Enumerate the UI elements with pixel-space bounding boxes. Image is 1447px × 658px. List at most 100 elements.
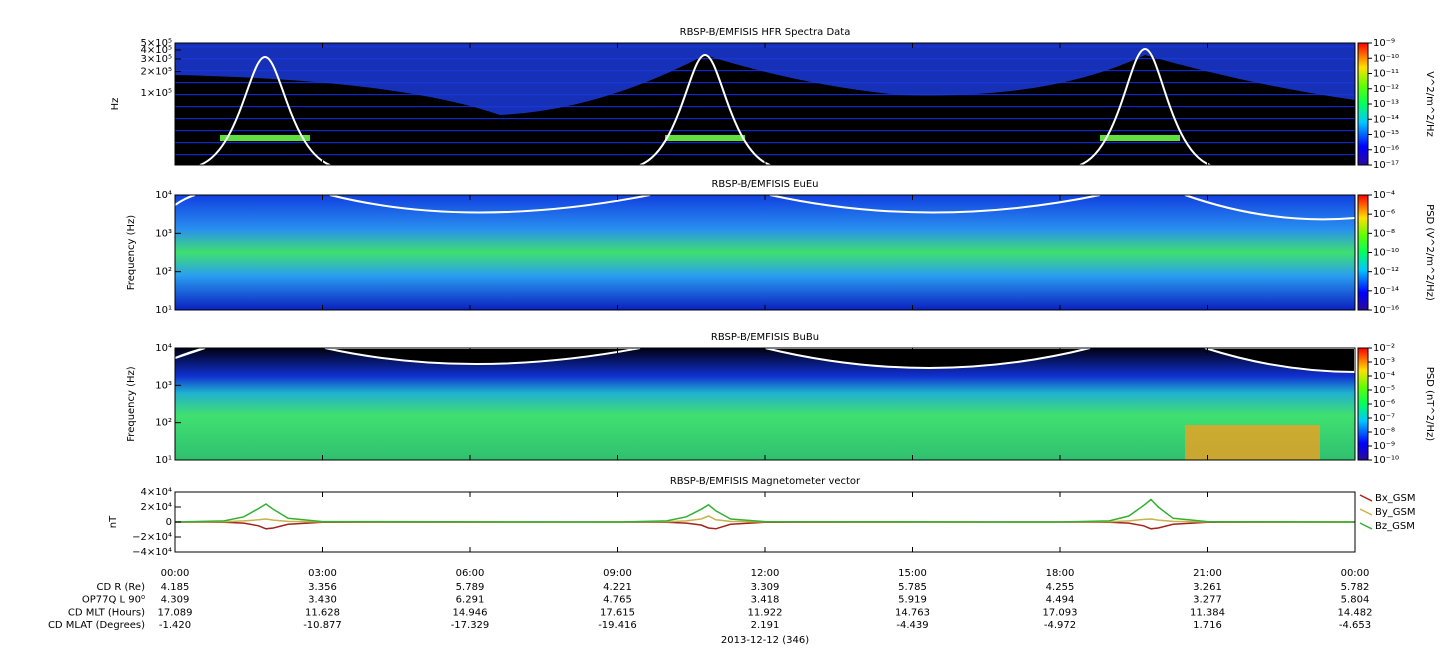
ephemeris-value: -4.439 — [896, 620, 928, 631]
y-tick-label: 10¹ — [155, 305, 172, 316]
y-tick-label: 2×10⁵ — [141, 67, 172, 78]
ephemeris-value: 6.291 — [456, 595, 485, 606]
colorbar-tick-label: 10⁻⁵ — [1373, 385, 1395, 396]
y-axis-label: Hz — [110, 98, 121, 111]
y-tick-label: 4×10⁴ — [141, 487, 172, 498]
ephemeris-label: CD MLT (Hours) — [68, 607, 145, 618]
ephemeris-value: 5.789 — [456, 582, 485, 593]
y-tick-label: 2×10⁴ — [141, 502, 172, 513]
ephemeris-value: 3.356 — [308, 582, 337, 593]
x-tick-label: 21:00 — [1193, 568, 1222, 579]
colorbar-label: PSD (V^2/m^2/Hz) — [1424, 204, 1435, 301]
colorbar-tick-label: 10⁻¹² — [1373, 84, 1399, 95]
y-axis-label: Frequency (Hz) — [126, 366, 137, 442]
x-tick-label: 06:00 — [456, 568, 485, 579]
colorbar-tick-label: 10⁻² — [1373, 343, 1395, 354]
ephemeris-value: 4.221 — [603, 582, 632, 593]
x-tick-label: 00:00 — [1341, 568, 1370, 579]
ephemeris-value: 1.716 — [1193, 620, 1222, 631]
ephemeris-value: 3.430 — [308, 595, 337, 606]
colorbar-tick-label: 10⁻⁶ — [1373, 209, 1395, 220]
ephemeris-value: 3.261 — [1193, 582, 1222, 593]
colorbar-tick-label: 10⁻¹⁵ — [1373, 130, 1399, 141]
ephemeris-value: 17.089 — [158, 607, 193, 618]
ephemeris-label: CD MLAT (Degrees) — [48, 620, 145, 631]
y-tick-label: 5×10⁵ — [141, 38, 172, 49]
y-axis-label: nT — [108, 515, 119, 528]
ephemeris-value: 17.615 — [600, 607, 635, 618]
colorbar-tick-label: 10⁻⁸ — [1373, 427, 1395, 438]
colorbar-tick-label: 10⁻¹³ — [1373, 99, 1399, 110]
colorbar-label: V^2/m^2/Hz — [1424, 71, 1435, 137]
ephemeris-value: 4.494 — [1046, 595, 1075, 606]
y-tick-label: 10² — [155, 418, 172, 429]
y-tick-label: 10⁴ — [155, 343, 172, 354]
data-line — [174, 515, 1356, 523]
colorbar-tick-label: 10⁻¹² — [1373, 267, 1399, 278]
y-tick-label: 1×10⁵ — [141, 88, 172, 99]
y-tick-label: 10⁴ — [155, 190, 172, 201]
x-tick-label: 18:00 — [1046, 568, 1075, 579]
ephemeris-value: 14.946 — [453, 607, 488, 618]
legend-swatch — [1359, 508, 1373, 516]
ephemeris-value: 14.763 — [895, 607, 930, 618]
y-tick-label: 10³ — [155, 380, 172, 391]
colorbar-tick-label: 10⁻¹⁶ — [1373, 305, 1399, 316]
ephemeris-value: 5.919 — [898, 595, 927, 606]
ephemeris-value: 3.418 — [751, 595, 780, 606]
ephemeris-value: 2.191 — [751, 620, 780, 631]
colorbar-tick-label: 10⁻¹¹ — [1373, 69, 1399, 80]
y-tick-label: 4×10⁵ — [141, 45, 172, 56]
ephemeris-value: -19.416 — [598, 620, 637, 631]
colorbar-tick-label: 10⁻¹⁰ — [1373, 53, 1399, 64]
ephemeris-value: 3.309 — [751, 582, 780, 593]
data-line — [174, 498, 1356, 523]
ephemeris-value: 4.185 — [161, 582, 190, 593]
ephemeris-value: 11.384 — [1190, 607, 1225, 618]
legend-label: Bz_GSM — [1375, 521, 1415, 532]
colorbar-tick-label: 10⁻¹⁶ — [1373, 145, 1399, 156]
x-tick-label: 00:00 — [161, 568, 190, 579]
colorbar-tick-label: 10⁻⁸ — [1373, 228, 1395, 239]
ephemeris-value: 4.765 — [603, 595, 632, 606]
x-tick-label: 09:00 — [603, 568, 632, 579]
colorbar — [1357, 194, 1369, 311]
colorbar-tick-label: 10⁻⁹ — [1373, 38, 1395, 49]
y-tick-label: 0 — [166, 517, 172, 528]
legend-swatch — [1359, 494, 1373, 502]
y-axis-label: Frequency (Hz) — [126, 215, 137, 291]
ephemeris-value: 5.785 — [898, 582, 927, 593]
y-tick-label: −2×10⁴ — [132, 532, 172, 543]
data-line — [174, 521, 1356, 530]
y-tick-label: 10² — [155, 267, 172, 278]
panel-title: RBSP-B/EMFISIS EuEu — [711, 179, 818, 190]
colorbar-tick-label: 10⁻¹⁰ — [1373, 248, 1399, 259]
legend-swatch — [1359, 522, 1373, 530]
x-tick-label: 15:00 — [898, 568, 927, 579]
ephemeris-value: 4.255 — [1046, 582, 1075, 593]
colorbar-label: PSD (nT^2/Hz) — [1424, 367, 1435, 441]
ephemeris-value: -17.329 — [451, 620, 490, 631]
panel-title: RBSP-B/EMFISIS Magnetometer vector — [670, 476, 861, 487]
colorbar-tick-label: 10⁻¹⁷ — [1373, 160, 1399, 171]
colorbar-tick-label: 10⁻¹⁴ — [1373, 286, 1399, 297]
ephemeris-value: 3.277 — [1193, 595, 1222, 606]
colorbar-tick-label: 10⁻¹⁰ — [1373, 455, 1399, 466]
ephemeris-value: 5.782 — [1341, 582, 1370, 593]
ephemeris-value: 4.309 — [161, 595, 190, 606]
spectrogram-imagery — [174, 43, 1356, 460]
y-tick-label: 3×10⁵ — [141, 54, 172, 65]
colorbar — [1357, 347, 1369, 461]
y-tick-label: −4×10⁴ — [132, 547, 172, 558]
ephemeris-value: -1.420 — [159, 620, 191, 631]
date-label: 2013-12-12 (346) — [721, 635, 809, 646]
colorbar-tick-label: 10⁻⁶ — [1373, 399, 1395, 410]
colorbar-tick-label: 10⁻¹⁴ — [1373, 114, 1399, 125]
colorbar — [1357, 42, 1369, 166]
panel-title: RBSP-B/EMFISIS HFR Spectra Data — [680, 27, 851, 38]
ephemeris-value: 5.804 — [1341, 595, 1370, 606]
legend-label: Bx_GSM — [1375, 493, 1416, 504]
ephemeris-value: 17.093 — [1043, 607, 1078, 618]
ephemeris-value: 11.922 — [748, 607, 783, 618]
